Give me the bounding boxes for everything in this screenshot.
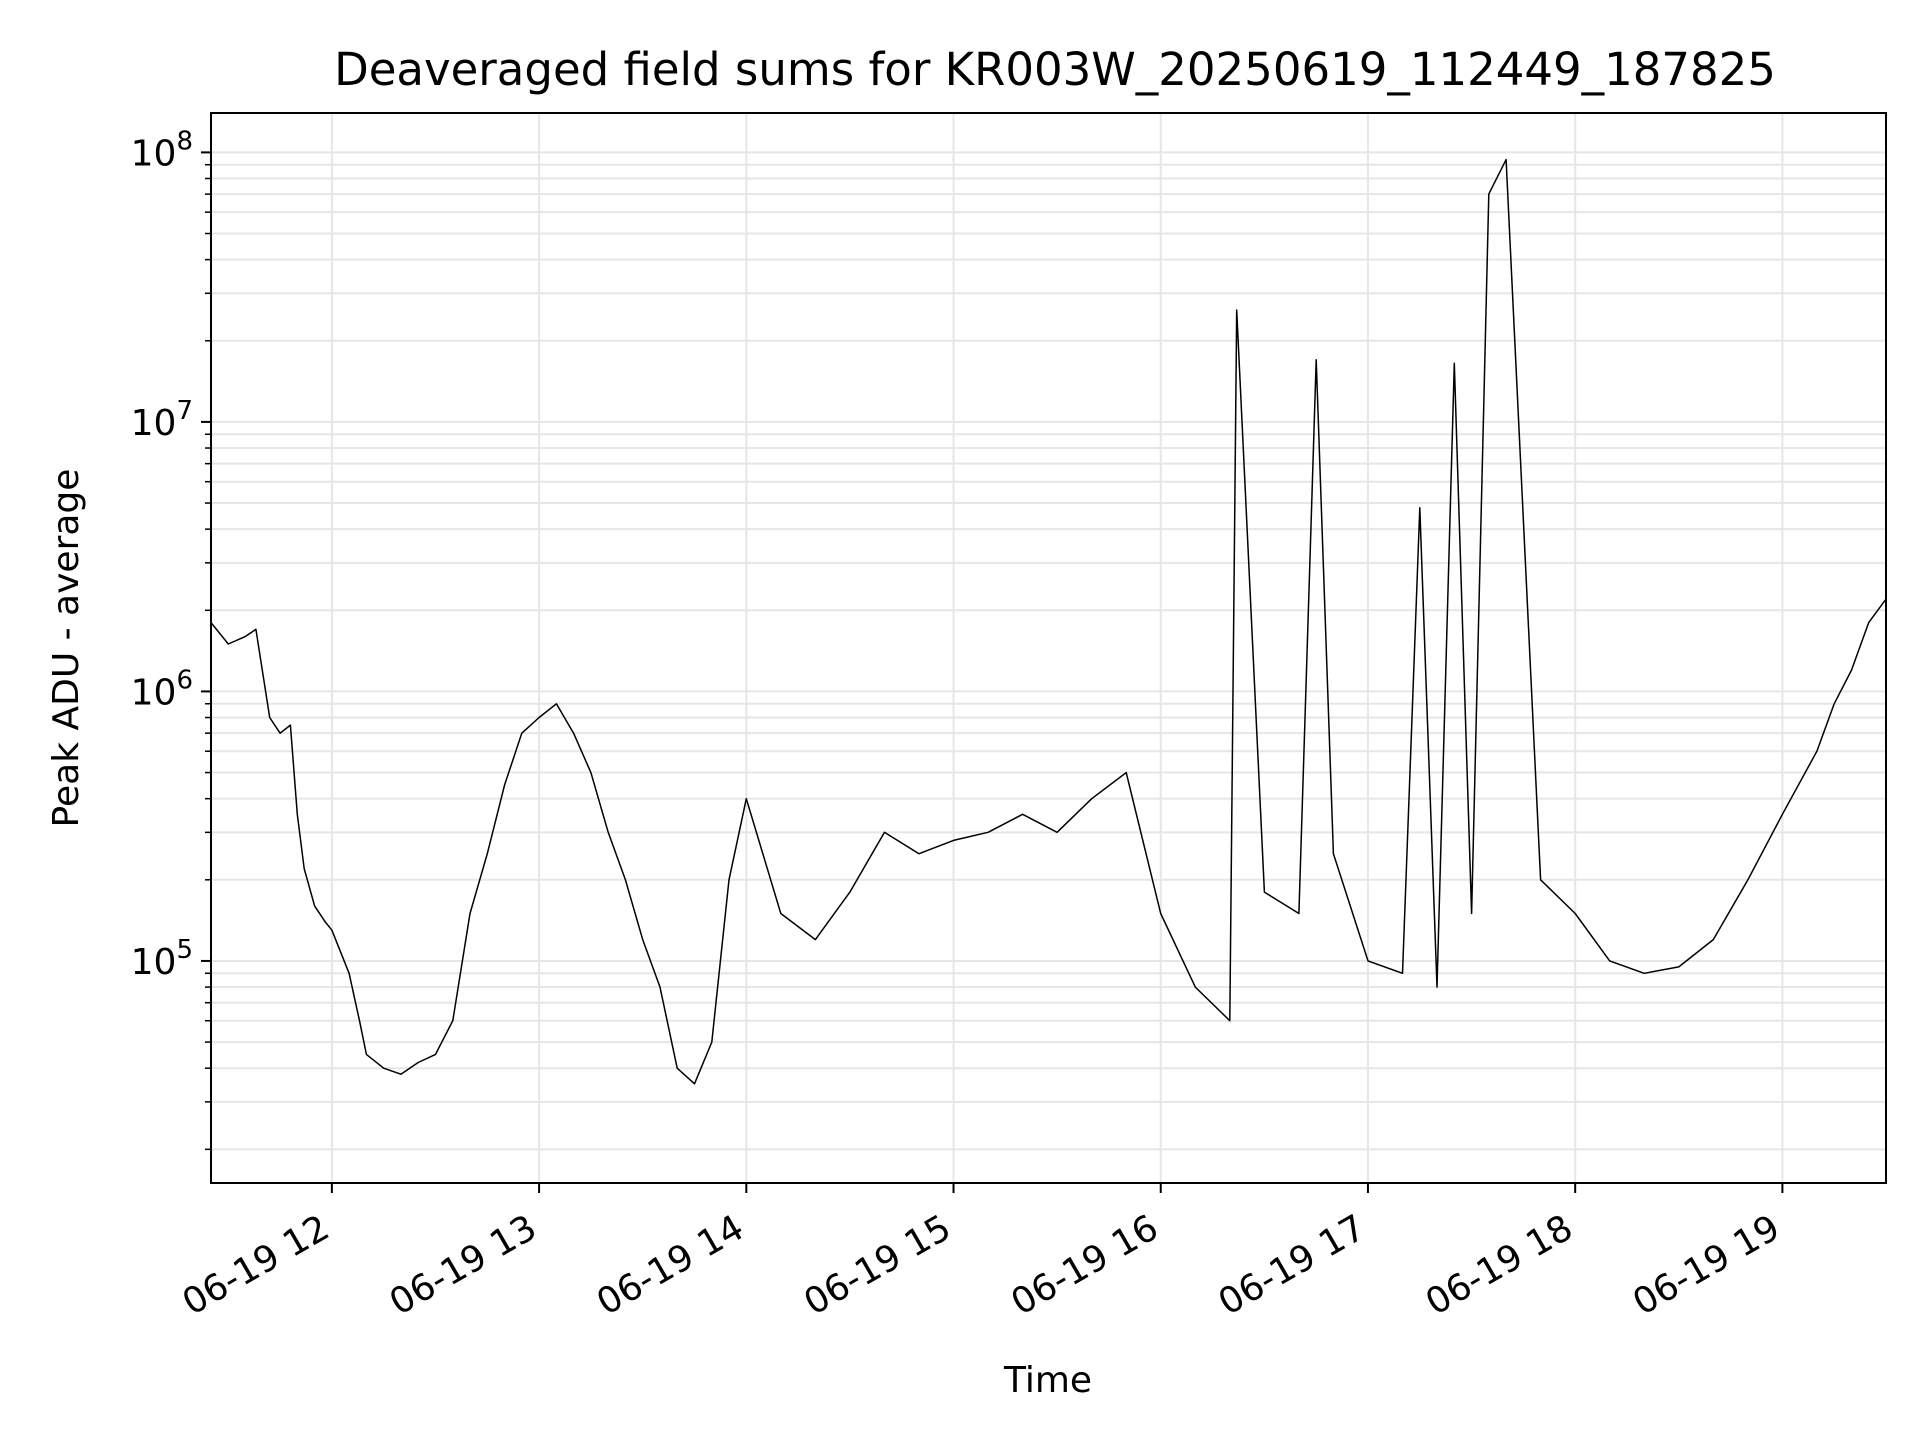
series-layer [210, 158, 1887, 1085]
series-line [210, 158, 1887, 1085]
y-tick-label: 105 [131, 935, 193, 983]
y-axis-label: Peak ADU - average [46, 469, 87, 828]
x-axis-label: Time [1003, 1360, 1092, 1401]
plot-frame [210, 112, 1887, 1184]
y-tick-label: 106 [131, 665, 193, 713]
chart-title: Deaveraged field sums for KR003W_2025061… [334, 43, 1776, 96]
y-tick-label: 107 [131, 396, 193, 444]
y-axis: 105 106 107 108 [131, 126, 211, 1151]
minor-gridlines [211, 163, 1886, 1151]
major-gridlines [211, 113, 1886, 1183]
y-tick-label: 108 [131, 126, 193, 174]
plot-area [210, 112, 1887, 1184]
